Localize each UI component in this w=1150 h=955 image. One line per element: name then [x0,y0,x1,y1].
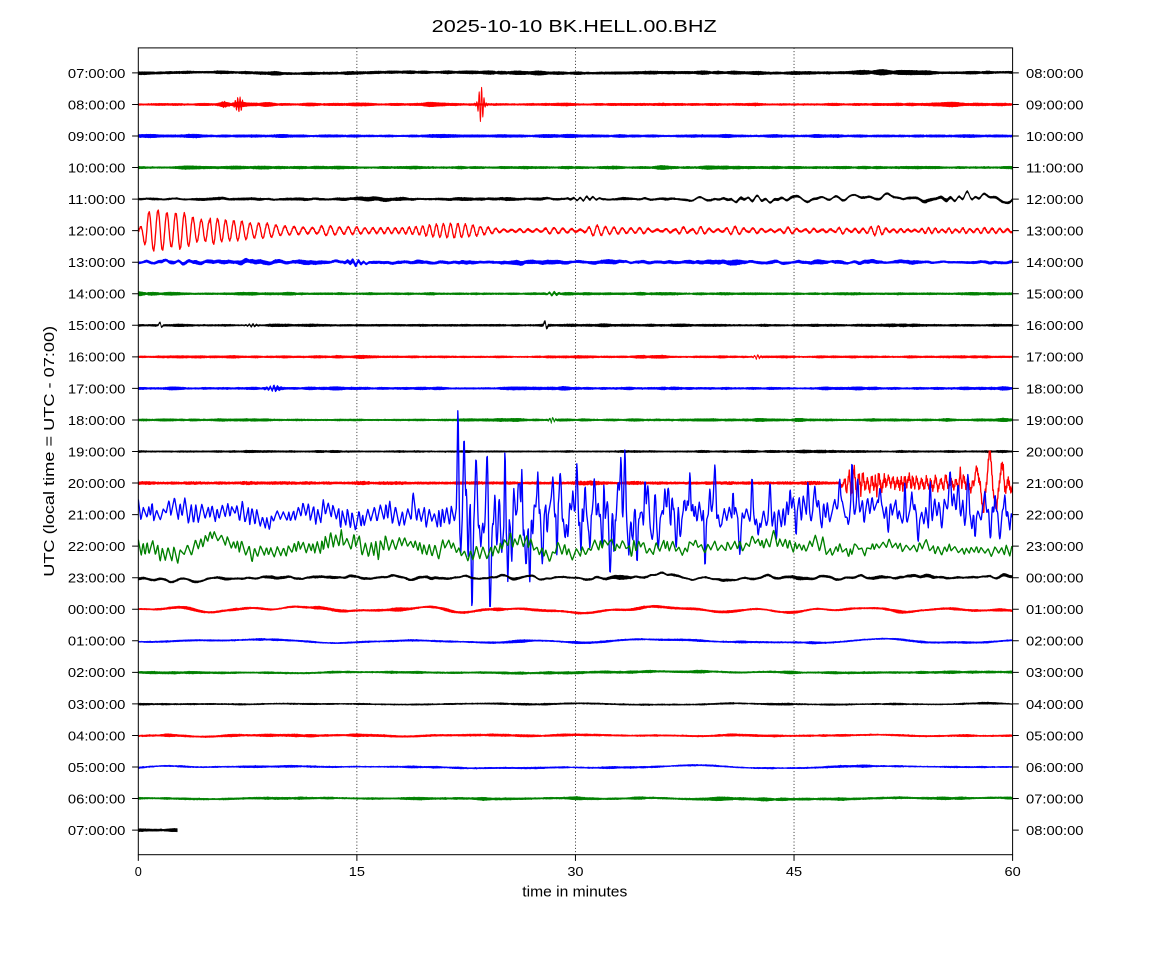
svg-text:18:00:00: 18:00:00 [68,414,126,428]
svg-text:22:00:00: 22:00:00 [68,540,126,554]
svg-text:10:00:00: 10:00:00 [68,161,126,175]
svg-text:02:00:00: 02:00:00 [68,666,126,680]
svg-text:13:00:00: 13:00:00 [1026,225,1084,239]
svg-text:03:00:00: 03:00:00 [68,698,126,712]
svg-text:14:00:00: 14:00:00 [68,288,126,302]
svg-text:60: 60 [1005,865,1021,879]
svg-text:23:00:00: 23:00:00 [1026,540,1084,554]
svg-text:2025-10-10 BK.HELL.00.BHZ: 2025-10-10 BK.HELL.00.BHZ [432,16,717,36]
svg-text:07:00:00: 07:00:00 [1026,792,1084,806]
svg-text:21:00:00: 21:00:00 [1026,477,1084,491]
svg-text:30: 30 [567,865,583,879]
svg-text:12:00:00: 12:00:00 [1026,193,1084,207]
svg-text:08:00:00: 08:00:00 [68,98,126,112]
svg-text:01:00:00: 01:00:00 [1026,603,1084,617]
svg-text:06:00:00: 06:00:00 [68,792,126,806]
svg-text:UTC (local time = UTC - 07:00): UTC (local time = UTC - 07:00) [41,326,58,577]
svg-text:01:00:00: 01:00:00 [68,635,126,649]
svg-text:45: 45 [786,865,802,879]
svg-text:00:00:00: 00:00:00 [68,603,126,617]
svg-text:15:00:00: 15:00:00 [68,319,126,333]
svg-text:07:00:00: 07:00:00 [68,67,126,81]
svg-text:12:00:00: 12:00:00 [68,225,126,239]
svg-text:02:00:00: 02:00:00 [1026,635,1084,649]
svg-text:15:00:00: 15:00:00 [1026,288,1084,302]
svg-text:05:00:00: 05:00:00 [68,761,126,775]
svg-text:09:00:00: 09:00:00 [1026,98,1084,112]
svg-text:16:00:00: 16:00:00 [1026,319,1084,333]
svg-text:11:00:00: 11:00:00 [1026,161,1084,175]
svg-text:14:00:00: 14:00:00 [1026,256,1084,270]
svg-text:18:00:00: 18:00:00 [1026,382,1084,396]
svg-text:04:00:00: 04:00:00 [68,729,126,743]
svg-text:17:00:00: 17:00:00 [68,382,126,396]
svg-text:16:00:00: 16:00:00 [68,351,126,365]
svg-text:06:00:00: 06:00:00 [1026,761,1084,775]
svg-text:time in minutes: time in minutes [522,883,627,900]
svg-text:15: 15 [349,865,365,879]
svg-text:08:00:00: 08:00:00 [1026,824,1084,838]
svg-text:05:00:00: 05:00:00 [1026,729,1084,743]
svg-text:00:00:00: 00:00:00 [1026,572,1084,586]
svg-text:04:00:00: 04:00:00 [1026,698,1084,712]
svg-text:20:00:00: 20:00:00 [68,477,126,491]
svg-text:22:00:00: 22:00:00 [1026,508,1084,522]
svg-text:19:00:00: 19:00:00 [68,445,126,459]
svg-text:0: 0 [135,865,142,879]
svg-text:03:00:00: 03:00:00 [1026,666,1084,680]
svg-text:08:00:00: 08:00:00 [1026,67,1084,81]
svg-text:23:00:00: 23:00:00 [68,572,126,586]
svg-text:17:00:00: 17:00:00 [1026,351,1084,365]
svg-text:07:00:00: 07:00:00 [68,824,126,838]
svg-text:09:00:00: 09:00:00 [68,130,126,144]
svg-text:20:00:00: 20:00:00 [1026,445,1084,459]
svg-text:21:00:00: 21:00:00 [68,508,126,522]
svg-text:19:00:00: 19:00:00 [1026,414,1084,428]
svg-text:11:00:00: 11:00:00 [68,193,126,207]
svg-text:10:00:00: 10:00:00 [1026,130,1084,144]
svg-text:13:00:00: 13:00:00 [68,256,126,270]
